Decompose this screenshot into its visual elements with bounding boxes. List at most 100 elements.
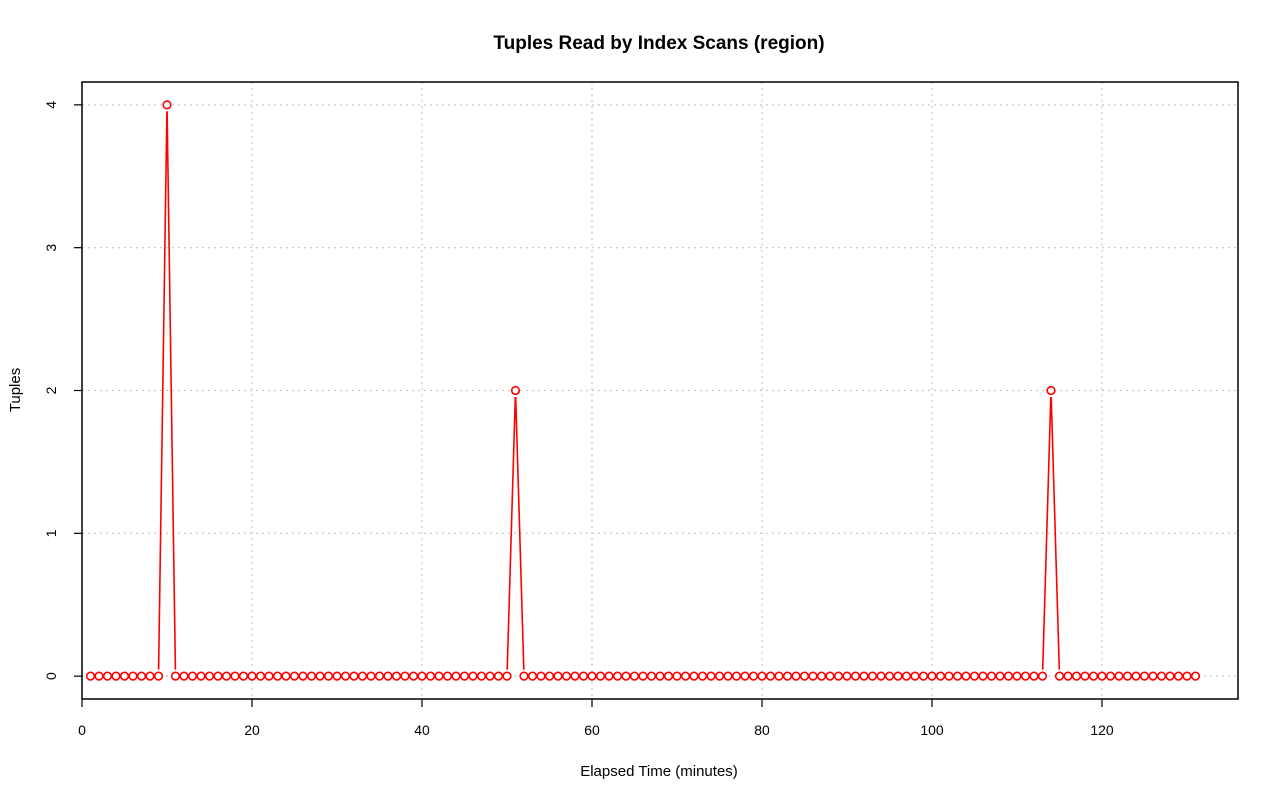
- data-point: [570, 671, 580, 681]
- data-point: [663, 671, 674, 681]
- data-point: [893, 671, 903, 681]
- data-point: [655, 671, 665, 681]
- data-point: [374, 671, 385, 681]
- data-point: [213, 671, 223, 681]
- data-point: [94, 671, 104, 681]
- data-point: [1054, 671, 1065, 681]
- data-point: [493, 671, 504, 681]
- data-point: [799, 671, 810, 681]
- chart-title: Tuples Read by Index Scans (region): [493, 33, 824, 54]
- data-point: [944, 671, 954, 681]
- data-point: [332, 671, 342, 681]
- data-point: [927, 671, 937, 681]
- x-tick-label: 120: [1090, 722, 1114, 738]
- data-point: [969, 671, 980, 681]
- data-point: [731, 671, 742, 681]
- data-point: [1088, 671, 1099, 681]
- data-point: [349, 671, 359, 681]
- series-segment: [514, 396, 525, 670]
- data-point: [519, 671, 529, 681]
- data-point: [910, 671, 920, 681]
- x-tick-label: 80: [754, 722, 770, 738]
- data-point: [408, 671, 419, 681]
- data-point: [1165, 671, 1175, 681]
- data-point: [306, 671, 317, 681]
- data-point: [1105, 671, 1116, 681]
- x-tick-label: 60: [584, 722, 600, 738]
- data-point: [986, 671, 997, 681]
- y-axis-label: Tuples: [7, 368, 24, 412]
- data-point: [604, 671, 614, 681]
- data-point: [451, 671, 461, 681]
- data-point: [221, 671, 232, 681]
- data-point: [1071, 671, 1082, 681]
- data-point: [612, 671, 623, 681]
- data-point: [298, 671, 308, 681]
- data-point: [876, 671, 886, 681]
- data-point: [952, 671, 963, 681]
- data-point: [978, 671, 988, 681]
- data-point: [1182, 671, 1192, 681]
- data-point: [102, 671, 113, 681]
- y-tick-label: 2: [43, 386, 59, 394]
- data-point: [1080, 671, 1090, 681]
- data-point: [1037, 671, 1048, 681]
- data-point: [723, 671, 733, 681]
- y-tick-label: 1: [43, 529, 59, 537]
- data-point: [782, 671, 793, 681]
- data-point: [468, 671, 478, 681]
- data-point: [714, 671, 725, 681]
- data-point: [383, 671, 393, 681]
- data-point: [247, 671, 257, 681]
- data-point: [196, 671, 206, 681]
- series-segment: [506, 396, 517, 670]
- data-point: [425, 671, 436, 681]
- series-segment: [166, 111, 177, 670]
- data-point: [697, 671, 708, 681]
- data-point: [680, 671, 691, 681]
- data-point: [136, 671, 147, 681]
- data-point: [204, 671, 215, 681]
- x-tick-label: 40: [414, 722, 430, 738]
- data-point: [128, 671, 138, 681]
- data-point: [442, 671, 453, 681]
- data-point: [757, 671, 767, 681]
- data-point: [281, 671, 291, 681]
- data-point: [238, 671, 249, 681]
- data-point: [740, 671, 750, 681]
- x-axis: 0 20 40 60 80 100 120: [78, 699, 1114, 738]
- data-point: [791, 671, 801, 681]
- data-point: [816, 671, 827, 681]
- data-point: [510, 385, 521, 396]
- data-point: [366, 671, 376, 681]
- data-point: [850, 671, 861, 681]
- data-point: [1063, 671, 1073, 681]
- data-point: [417, 671, 427, 681]
- data-point: [918, 671, 929, 681]
- data-point: [935, 671, 946, 681]
- data-point: [1097, 671, 1107, 681]
- data-point: [527, 671, 538, 681]
- data-point: [867, 671, 878, 681]
- data-point: [485, 671, 495, 681]
- series-tuples: [85, 100, 1201, 681]
- grid: [81, 82, 1238, 699]
- data-point: [1156, 671, 1167, 681]
- y-tick-label: 3: [43, 244, 59, 252]
- data-point: [162, 100, 172, 110]
- data-point: [170, 671, 181, 681]
- data-point: [179, 671, 189, 681]
- data-point: [1139, 671, 1150, 681]
- data-point: [1012, 671, 1022, 681]
- data-point: [255, 671, 266, 681]
- data-point: [638, 671, 648, 681]
- data-point: [391, 671, 402, 681]
- data-point: [459, 671, 470, 681]
- data-point: [1029, 671, 1039, 681]
- x-axis-label: Elapsed Time (minutes): [580, 763, 738, 780]
- data-point: [289, 671, 300, 681]
- data-point: [859, 671, 869, 681]
- data-point: [748, 671, 759, 681]
- data-point: [264, 671, 274, 681]
- data-point: [187, 671, 198, 681]
